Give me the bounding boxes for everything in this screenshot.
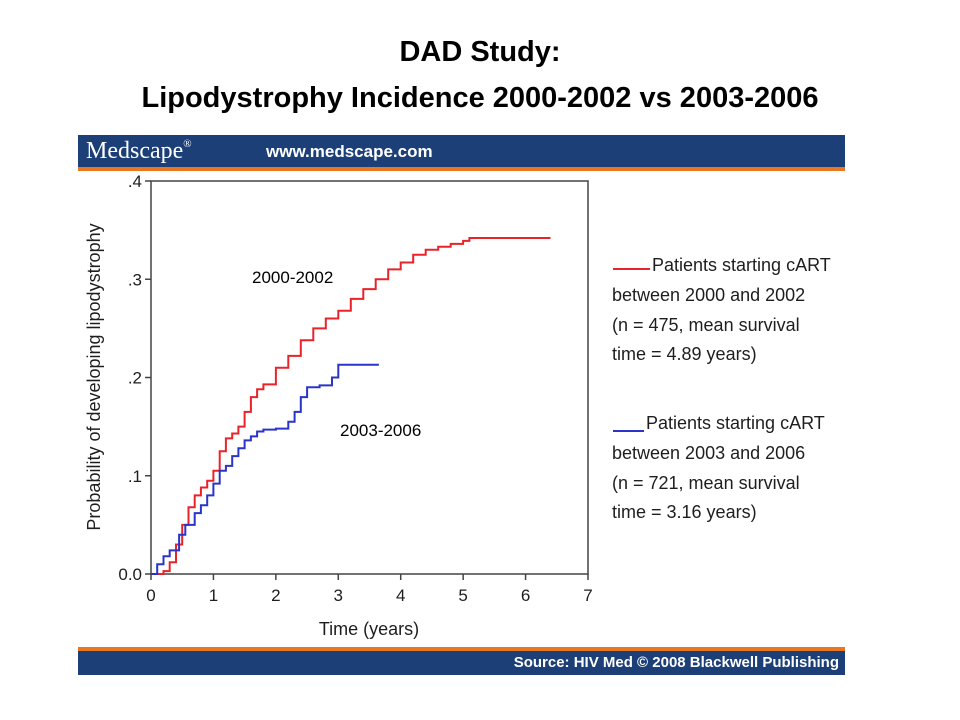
survival-chart: 0.0 .1 .2 .3 .4 0 1 2 3 4 5 6 7 Probability of deve… [84, 172, 831, 639]
plot-frame [150, 180, 589, 575]
brand-registered-mark: ® [183, 138, 192, 150]
y-tick-label: .2 [128, 369, 142, 388]
x-tick-label: 1 [209, 586, 218, 605]
series-line-2000-2002 [151, 237, 551, 575]
legend-entry-2000-2002: Patients starting cART between 2000 and … [612, 255, 831, 364]
legend-text-2003-2006-line1: Patients starting cART [646, 413, 825, 433]
legend-entry-2003-2006: Patients starting cART between 2003 and … [612, 413, 825, 522]
series-label-2003-2006: 2003-2006 [340, 421, 421, 440]
site-url: www.medscape.com [266, 142, 433, 161]
legend-text-2000-2002-line2: between 2000 and 2002 [612, 285, 805, 305]
x-tick-label: 7 [583, 586, 592, 605]
y-axis-ticks: 0.0 .1 .2 .3 .4 [118, 172, 151, 584]
plot-axes [150, 180, 589, 575]
legend: Patients starting cART between 2000 and … [612, 255, 831, 522]
series-line-2003-2006 [151, 363, 379, 575]
x-axis-label: Time (years) [319, 619, 419, 639]
x-tick-label: 6 [521, 586, 530, 605]
x-tick-label: 0 [146, 586, 155, 605]
x-tick-label: 2 [271, 586, 280, 605]
banner-top: Medscape® www.medscape.com [78, 135, 845, 171]
legend-text-2003-2006-line4: time = 3.16 years) [612, 502, 757, 522]
banner-bottom: Source: HIV Med © 2008 Blackwell Publish… [78, 647, 845, 675]
series-label-2000-2002: 2000-2002 [252, 268, 333, 287]
y-tick-label: .1 [128, 467, 142, 486]
y-axis-label: Probability of developing lipodystrophy [84, 223, 104, 530]
slide-title-line1: DAD Study: [399, 36, 561, 68]
legend-text-2000-2002-line1: Patients starting cART [652, 255, 831, 275]
x-tick-label: 4 [396, 586, 405, 605]
x-tick-label: 3 [334, 586, 343, 605]
source-credit: Source: HIV Med © 2008 Blackwell Publish… [513, 654, 839, 671]
x-axis-ticks: 0 1 2 3 4 5 6 7 [146, 574, 593, 605]
figure-panel: Medscape® www.medscape.com 0.0 .1 .2 .3 .4 0… [78, 135, 845, 675]
medscape-logo: Medscape® [86, 138, 192, 165]
slide-title-line2: Lipodystrophy Incidence 2000-2002 vs 200… [141, 82, 819, 114]
y-tick-label: 0.0 [118, 565, 142, 584]
y-tick-label: .4 [128, 172, 142, 191]
y-tick-label: .3 [128, 270, 142, 289]
legend-text-2003-2006-line3: (n = 721, mean survival [612, 473, 800, 493]
legend-text-2000-2002-line4: time = 4.89 years) [612, 344, 757, 364]
legend-text-2003-2006-line2: between 2003 and 2006 [612, 443, 805, 463]
brand-name: Medscape [86, 138, 184, 164]
x-tick-label: 5 [458, 586, 467, 605]
legend-text-2000-2002-line3: (n = 475, mean survival [612, 315, 800, 335]
